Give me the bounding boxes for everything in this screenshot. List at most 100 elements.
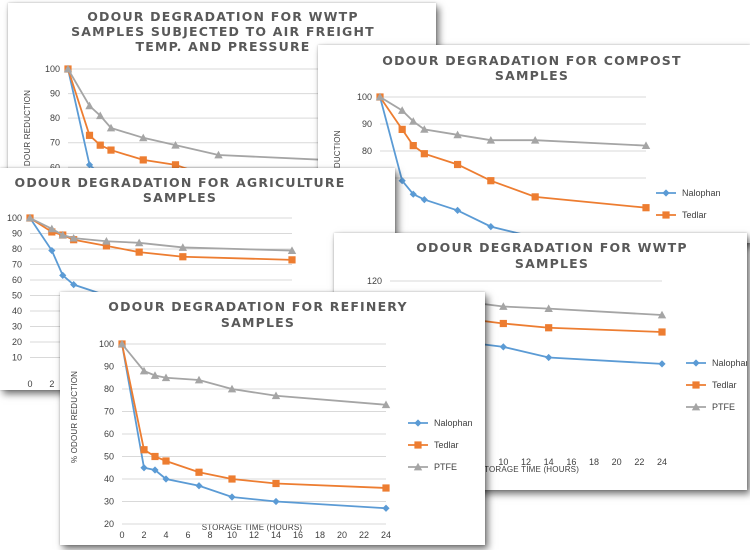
chart-title-line: TEMP. AND PRESSURE [135, 39, 310, 54]
data-point-ptfe [486, 136, 496, 144]
data-point-tedlar [531, 193, 539, 201]
chart-title-line: ODOUR DEGRADATION FOR AGRICULTURE [15, 175, 346, 190]
y-tick-label: 80 [104, 384, 114, 394]
y-tick-label: 50 [12, 291, 22, 301]
data-point-ptfe [453, 130, 462, 139]
data-point-ptfe [102, 237, 111, 245]
chart-title-line: SAMPLES [143, 190, 217, 205]
data-point-tedlar [499, 319, 507, 328]
y-tick-label: 20 [104, 519, 114, 529]
y-tick-label: 80 [50, 113, 60, 123]
data-point-ptfe [420, 125, 429, 133]
data-point-tedlar [96, 141, 104, 149]
data-point-ptfe [530, 136, 540, 144]
chart-title-line: SAMPLES SUBJECTED TO AIR FREIGHT [71, 24, 375, 39]
data-point-nalophan [453, 206, 462, 214]
chart-title-line: ODOUR DEGRADATION FOR WWTP [416, 240, 688, 255]
x-tick-label: 4 [163, 530, 168, 540]
chart-title-line: SAMPLES [515, 256, 589, 271]
chart-title-line: ODOUR DEGRADATION FOR COMPOST [382, 53, 681, 68]
chart-title-line: ODOUR DEGRADATION FOR REFINERY [108, 299, 407, 314]
y-tick-label: 90 [50, 89, 60, 99]
x-tick-label: 2 [49, 379, 54, 389]
legend-label: Nalophan [682, 188, 721, 198]
y-tick-label: 90 [12, 229, 22, 239]
y-axis-label: % ODOUR REDUCTION [70, 371, 79, 463]
y-tick-label: 100 [45, 64, 60, 74]
data-point-ptfe [381, 400, 391, 409]
data-point-tedlar [642, 204, 650, 212]
data-point-ptfe [178, 243, 188, 251]
data-point-ptfe [139, 133, 148, 142]
legend-label: Tedlar [682, 210, 707, 220]
data-point-ptfe [117, 339, 127, 348]
data-point-ptfe [150, 371, 160, 379]
data-point-tedlar [545, 324, 553, 332]
data-point-tedlar [102, 242, 111, 250]
x-axis-label: STORAGE TIME (HOURS) [202, 523, 303, 532]
data-point-ptfe [134, 238, 144, 247]
data-point-nalophan [382, 504, 390, 512]
data-point-tedlar [139, 156, 147, 164]
data-point-tedlar [107, 146, 115, 154]
legend-label: Nalophan [434, 418, 473, 428]
y-axis-label: DOUR REDUCTION [23, 90, 32, 166]
series-line-ptfe [379, 96, 647, 147]
y-tick-label: 40 [12, 306, 22, 316]
y-tick-label: 90 [104, 362, 114, 372]
series-line-tedlar [379, 96, 647, 209]
x-tick-label: 20 [337, 530, 347, 540]
data-point-ptfe [499, 302, 508, 310]
legend-marker [692, 359, 700, 367]
data-point-tedlar [658, 328, 666, 336]
chart-title-line: SAMPLES [495, 68, 569, 83]
x-tick-label: 18 [589, 457, 599, 467]
data-point-nalophan [195, 482, 203, 490]
x-tick-label: 6 [185, 530, 190, 540]
y-tick-label: 90 [362, 119, 372, 129]
x-tick-label: 8 [207, 530, 212, 540]
data-point-ptfe [657, 310, 667, 319]
x-tick-label: 0 [27, 379, 32, 389]
data-point-nalophan [151, 466, 159, 474]
y-axis-label: REDUCTION [333, 130, 342, 179]
x-tick-label: 14 [271, 530, 281, 540]
chart-title-line: SAMPLES [221, 315, 295, 330]
y-tick-label: 60 [104, 429, 114, 439]
y-tick-label: 70 [50, 138, 60, 148]
data-point-nalophan [409, 190, 417, 198]
data-point-nalophan [658, 360, 666, 368]
series-line-ptfe [29, 217, 293, 252]
data-point-tedlar [140, 446, 148, 454]
x-tick-label: 12 [249, 530, 259, 540]
data-point-nalophan [140, 464, 148, 472]
y-tick-label: 10 [12, 353, 22, 363]
data-point-ptfe [375, 92, 385, 101]
y-tick-label: 70 [104, 407, 114, 417]
data-point-tedlar [151, 452, 159, 461]
legend-label: Tedlar [434, 440, 459, 450]
data-point-tedlar [288, 256, 296, 264]
x-tick-label: 20 [612, 457, 622, 467]
data-point-ptfe [69, 233, 78, 242]
data-point-nalophan [420, 196, 428, 204]
x-tick-label: 24 [657, 457, 667, 467]
legend-marker [692, 381, 700, 389]
data-point-tedlar [272, 479, 280, 488]
x-tick-label: 16 [293, 530, 303, 540]
legend-label: Tedlar [712, 380, 737, 390]
data-point-nalophan [228, 493, 236, 501]
y-tick-label: 60 [50, 162, 60, 172]
y-tick-label: 70 [12, 260, 22, 270]
legend-marker [691, 402, 701, 411]
data-point-ptfe [287, 246, 297, 254]
data-point-ptfe [271, 391, 281, 400]
data-point-nalophan [85, 161, 94, 169]
y-tick-label: 60 [12, 275, 22, 285]
y-tick-label: 120 [367, 276, 382, 286]
compost-chart: ODOUR DEGRADATION FOR COMPOST SAMPLES RE… [333, 53, 721, 243]
data-point-ptfe [25, 213, 35, 222]
data-point-tedlar [85, 131, 94, 139]
y-tick-label: 100 [99, 339, 114, 349]
